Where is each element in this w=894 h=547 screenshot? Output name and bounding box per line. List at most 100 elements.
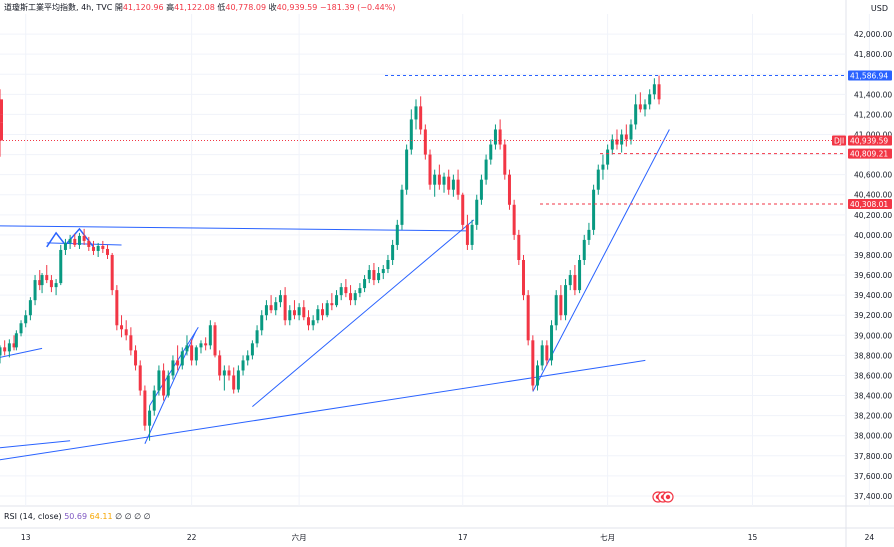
- candle-body: [0, 122, 3, 141]
- x-tick-label: 22: [187, 533, 197, 542]
- price-tag: [848, 70, 892, 81]
- symbol-tag: [832, 135, 846, 146]
- candle-body: [236, 370, 240, 390]
- chart-header: 道瓊斯工業平均指數, 4h, TVC 開41,120.96 高41,122.08…: [4, 2, 396, 13]
- candle-body: [615, 139, 619, 145]
- candle-body: [176, 360, 180, 366]
- candle-body: [461, 194, 465, 225]
- candle-body: [648, 94, 652, 105]
- candle-body: [592, 189, 596, 230]
- symbol-tag-label: DJI: [834, 137, 844, 146]
- candle-body: [63, 242, 67, 250]
- y-tick-label: 42,000.00: [854, 30, 892, 39]
- candle-body: [190, 345, 194, 361]
- candle-body: [606, 149, 610, 165]
- price-tag: [848, 198, 892, 209]
- candle-body: [311, 320, 315, 326]
- candle-body: [129, 335, 133, 351]
- candle-body: [0, 114, 3, 123]
- candle-body: [545, 345, 549, 361]
- x-tick-label: 15: [748, 533, 758, 542]
- candle-body: [77, 235, 81, 245]
- candle-body: [517, 234, 521, 260]
- candle-body: [3, 347, 7, 352]
- candle-body: [19, 323, 23, 334]
- candle-body: [246, 355, 250, 361]
- candle-body: [451, 179, 455, 190]
- candle-body: [91, 246, 95, 251]
- candle-body: [409, 119, 413, 150]
- candle-body: [470, 224, 474, 245]
- trend-line: [144, 330, 197, 444]
- candle-body: [349, 293, 353, 301]
- candle-body: [306, 317, 310, 326]
- candle-body: [405, 149, 409, 190]
- candle-body: [498, 129, 502, 145]
- symbol-title: 道瓊斯工業平均指數, 4h, TVC: [4, 3, 113, 12]
- candle-body: [634, 104, 638, 125]
- y-tick-label: 38,600.00: [854, 371, 892, 380]
- candle-body: [45, 275, 49, 281]
- candle-body: [620, 134, 624, 145]
- candle-body: [512, 204, 516, 235]
- candle-body: [489, 144, 493, 160]
- candle-body: [213, 325, 217, 356]
- candle-body: [162, 370, 166, 396]
- earnings-marker[interactable]: [662, 491, 674, 503]
- candle-body: [152, 390, 156, 411]
- candle-body: [199, 343, 203, 348]
- candle-body: [554, 295, 558, 326]
- candle-body: [148, 410, 152, 426]
- y-tick-label: 41,800.00: [854, 50, 892, 59]
- y-tick-label: 39,800.00: [854, 251, 892, 260]
- time-axis[interactable]: 1322六月17七月1524八月1221九月16十月: [21, 532, 894, 542]
- rsi-legend[interactable]: RSI (14, close) 50.69 64.11 ∅ ∅ ∅ ∅: [4, 512, 151, 521]
- candle-body: [638, 104, 642, 110]
- candle-body: [283, 295, 287, 321]
- change-value: −181.39 (−0.44%): [319, 3, 396, 12]
- candle-body: [536, 365, 540, 386]
- candle-body: [372, 270, 376, 281]
- x-tick-label: 24: [865, 533, 875, 542]
- candle-body: [0, 347, 2, 356]
- candle-body: [124, 329, 128, 336]
- candle-body: [587, 229, 591, 240]
- y-tick-label: 37,800.00: [854, 452, 892, 461]
- candle-body: [624, 134, 628, 140]
- y-tick-label: 38,000.00: [854, 432, 892, 441]
- candle-body: [325, 303, 329, 316]
- candle-body: [255, 330, 259, 344]
- candle-body: [194, 347, 198, 361]
- candle-body: [447, 176, 451, 190]
- candle-body: [578, 260, 582, 291]
- x-tick-label: 13: [21, 533, 31, 542]
- x-tick-label: 17: [458, 533, 468, 542]
- trend-lines: [0, 129, 670, 461]
- price-tag-label: 40,809.21: [850, 150, 888, 159]
- candle-body: [208, 325, 212, 346]
- candle-body: [335, 295, 339, 306]
- candle-body: [321, 309, 325, 316]
- candle-body: [59, 249, 63, 284]
- candle-body: [339, 287, 343, 296]
- candle-body: [358, 288, 362, 294]
- candle-body: [433, 174, 437, 185]
- price-axis[interactable]: 37,400.00 37,600.00 37,800.00 38,000.00 38,2…: [832, 30, 892, 501]
- candle-body: [330, 303, 334, 306]
- price-tag: [848, 148, 892, 159]
- candle-body: [87, 240, 91, 247]
- trend-line: [0, 440, 71, 449]
- candle-body: [437, 174, 441, 185]
- candle-body: [414, 106, 418, 120]
- candle-body: [297, 307, 301, 316]
- rsi-label: RSI (14, close): [4, 512, 62, 521]
- candle-body: [12, 343, 16, 348]
- candle-body: [391, 244, 395, 260]
- price-tag: [848, 135, 892, 146]
- candle-body: [367, 270, 371, 280]
- event-markers[interactable]: [652, 491, 674, 503]
- candle-body: [629, 124, 633, 140]
- y-tick-label: 39,200.00: [854, 311, 892, 320]
- candle-body: [82, 235, 86, 241]
